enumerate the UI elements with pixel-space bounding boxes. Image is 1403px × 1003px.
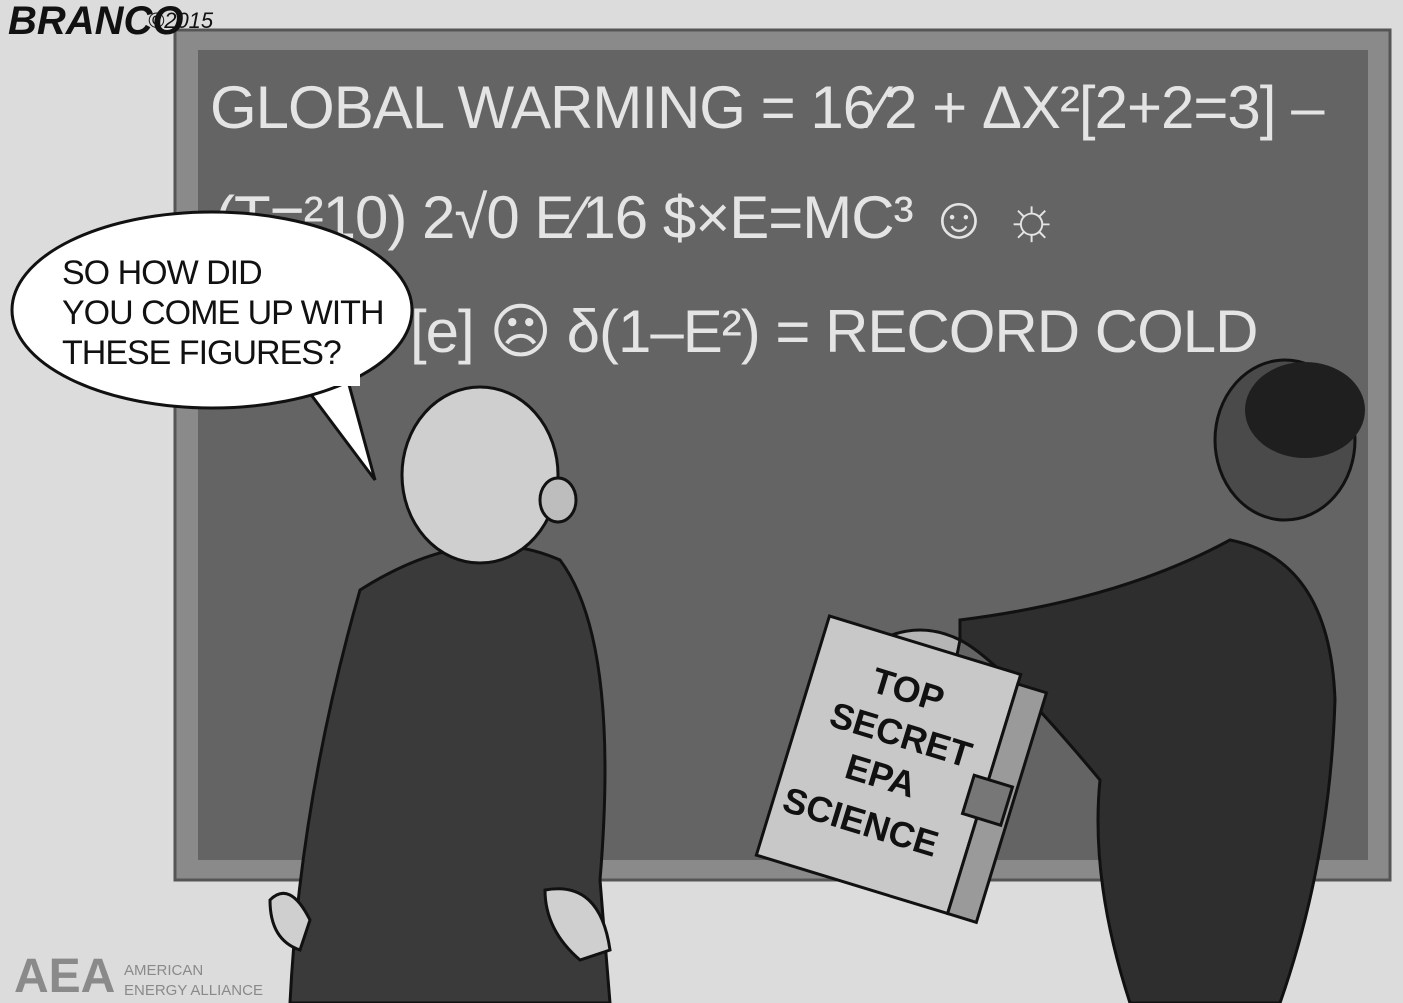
logo-name: ENERGY ALLIANCE (124, 982, 263, 999)
signature-artist: BRANCO (8, 0, 184, 43)
left-man-hand (268, 891, 312, 952)
speech-bubble (10, 210, 414, 410)
book-lock (960, 773, 1015, 828)
left-man-nose (538, 476, 578, 524)
chalk-line: [e] ☹ δ(1–E²) = RECORD COLD (410, 298, 1257, 365)
chalk-line: (T=²10) 2√0 E⁄16 $×E=MC³ ☺ ☼ (215, 184, 1058, 251)
signature-year: ©2015 (148, 8, 214, 33)
logo-mark: AEA (14, 950, 115, 1003)
logo-name: AMERICAN (124, 962, 203, 979)
bubble-line: SO HOW DID (62, 254, 262, 292)
right-man-body (958, 538, 1337, 1003)
chalk-line: GLOBAL WARMING = 16⁄2 + ΔX²[2+2=3] – (210, 74, 1325, 141)
book: TOP SECRET EPA SCIENCE (754, 614, 1049, 925)
bubble-line: THESE FIGURES? (62, 334, 341, 372)
left-man-head (400, 385, 560, 565)
bubble-line: YOU COME UP WITH (62, 294, 384, 332)
right-man-hair (1245, 362, 1365, 458)
bubble-joint (290, 362, 360, 386)
left-man-hand (543, 887, 612, 962)
